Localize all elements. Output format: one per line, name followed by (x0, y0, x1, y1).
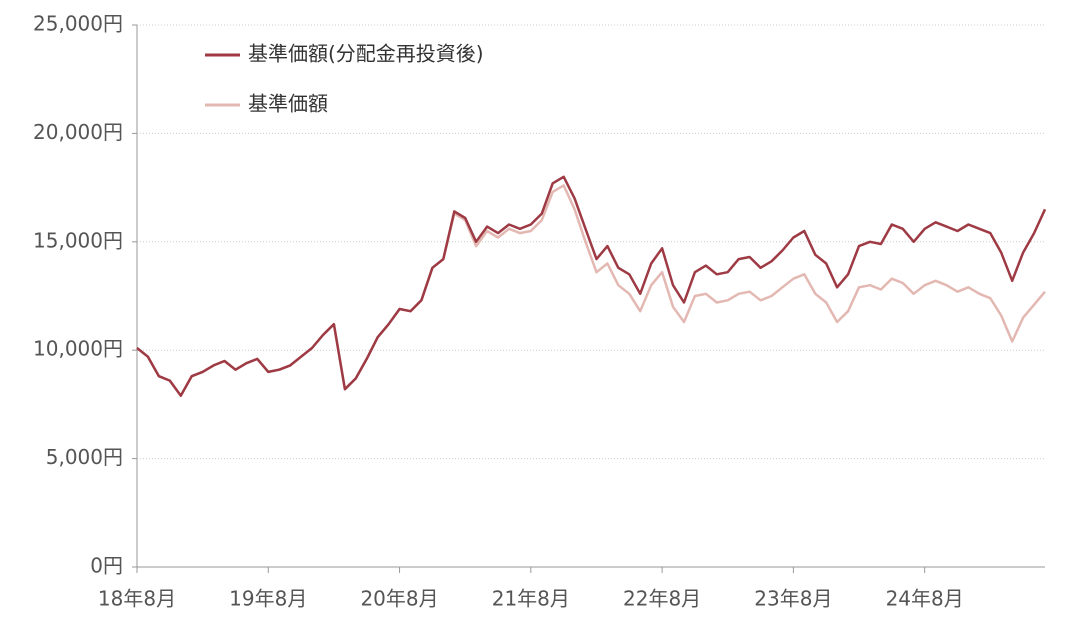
y-tick-label: 5,000円 (46, 445, 123, 469)
x-tick-label: 18年8月 (98, 587, 176, 611)
x-tick-label: 24年8月 (886, 587, 964, 611)
y-tick-label: 15,000円 (33, 228, 123, 252)
legend-label: 基準価額(分配金再投資後) (248, 42, 484, 66)
y-tick-label: 0円 (90, 554, 123, 578)
line (136, 175, 1047, 397)
line (136, 184, 1046, 397)
x-tick-label: 20年8月 (360, 587, 438, 611)
y-tick-label: 10,000円 (33, 337, 123, 361)
y-tick-label: 25,000円 (33, 12, 123, 36)
legend-label: 基準価額 (248, 92, 328, 116)
y-tick-label: 20,000円 (33, 120, 123, 144)
x-tick-label: 19年8月 (229, 587, 307, 611)
legend: 基準価額(分配金再投資後) 基準価額 (205, 42, 484, 116)
x-tick-label: 21年8月 (492, 587, 570, 611)
x-tick-label: 22年8月 (623, 587, 701, 611)
x-tick-label: 23年8月 (754, 587, 832, 611)
